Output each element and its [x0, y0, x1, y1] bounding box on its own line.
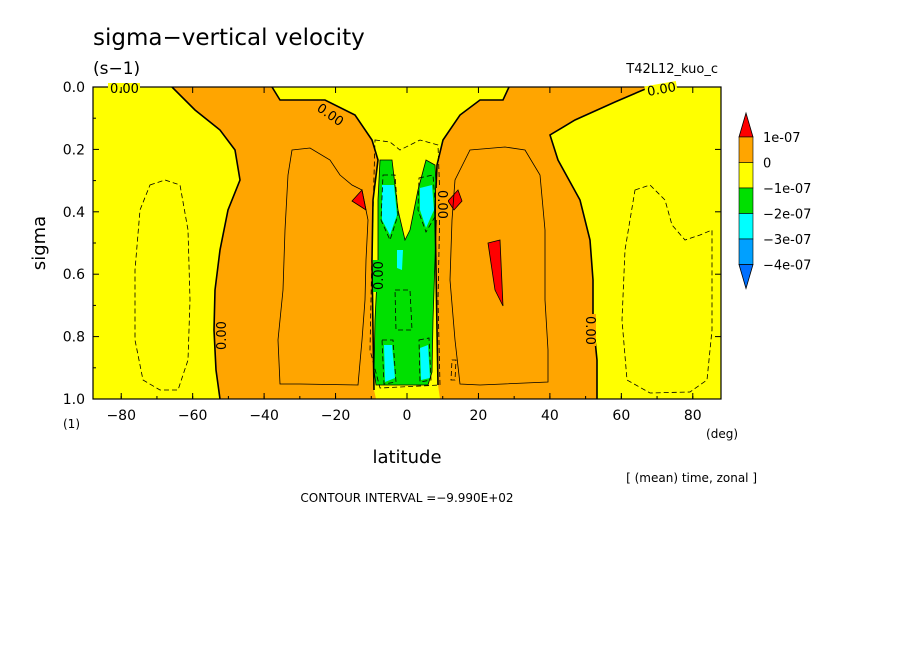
contour-label: 0.00 — [434, 190, 449, 219]
chart-title: sigma−vertical velocity — [93, 25, 365, 51]
x-tick-label: −20 — [321, 408, 351, 424]
y-axis-title: sigma — [29, 216, 50, 270]
colorbar-label: −2e-07 — [763, 208, 811, 223]
colorbar-swatch — [738, 213, 754, 240]
positive-contours — [277, 146, 549, 386]
footer-note: [ (mean) time, zonal ] — [626, 471, 757, 485]
run-id-label: T42L12_kuo_c — [625, 62, 718, 77]
y-tick-label: 0.2 — [63, 142, 85, 158]
colorbar-swatch — [738, 238, 754, 265]
units-label: (s−1) — [93, 59, 140, 79]
colorbar-label: 1e-07 — [763, 131, 801, 146]
y-tick-label: 0.4 — [63, 205, 85, 221]
contour-label: 0.00 — [372, 261, 387, 290]
colorbar-extend-top — [738, 111, 754, 138]
y-tick-label: 0.8 — [63, 330, 85, 346]
strong-negative-patch — [382, 185, 397, 235]
positive-region-right — [435, 87, 650, 399]
y-axis: 0.0 0.2 0.4 0.6 0.8 1.0 — [63, 80, 721, 408]
contour-labels: 0.00 0.00 0.00 0.00 0.00 0.00 0.00 — [108, 80, 678, 352]
x-tick-label: 60 — [612, 408, 630, 424]
colorbar-extend-bottom — [738, 264, 754, 290]
colorbar: 1e-07 0 −1e-07 −2e-07 −3e-07 −4e-07 — [738, 111, 811, 290]
contour-label: 0.00 — [646, 80, 677, 100]
y-tick-label: 0.0 — [63, 80, 85, 96]
x-tick-label: −80 — [106, 408, 136, 424]
colorbar-swatch — [738, 136, 754, 163]
x-tick-label: −40 — [249, 408, 279, 424]
y-tick-label: 0.6 — [63, 267, 85, 283]
colorbar-label: 0 — [763, 157, 771, 172]
x-tick-label: 0 — [403, 408, 412, 424]
contour-label: 0.00 — [110, 82, 139, 97]
x-tick-label: 40 — [541, 408, 559, 424]
y-tick-label: 1.0 — [63, 392, 85, 408]
strong-negative-patch — [384, 345, 395, 382]
strong-negative-patch — [420, 345, 430, 380]
colorbar-swatch — [738, 162, 754, 189]
strong-negative-patch — [420, 185, 434, 228]
strong-negative-patch — [397, 250, 403, 270]
x-tick-label: 80 — [684, 408, 702, 424]
colorbar-label: −3e-07 — [763, 233, 811, 248]
colorbar-label: −1e-07 — [763, 182, 811, 197]
x-tick-label: −60 — [178, 408, 208, 424]
colorbar-label: −4e-07 — [763, 259, 811, 274]
contour-interval: CONTOUR INTERVAL =−9.990E+02 — [300, 491, 513, 505]
x-axis-title: latitude — [372, 447, 441, 468]
contour-label: 0.00 — [582, 316, 597, 345]
colorbar-swatch — [738, 187, 754, 214]
strong-positive-patch — [447, 189, 463, 211]
y-unit-label: (1) — [63, 417, 80, 431]
strong-positive-patch — [487, 239, 504, 307]
x-axis: −80 −60 −40 −20 0 20 40 60 80 — [106, 87, 702, 424]
plot-area — [93, 87, 721, 399]
x-unit-label: (deg) — [706, 427, 738, 441]
contour-label: 0.00 — [215, 321, 230, 350]
x-tick-label: 20 — [470, 408, 488, 424]
